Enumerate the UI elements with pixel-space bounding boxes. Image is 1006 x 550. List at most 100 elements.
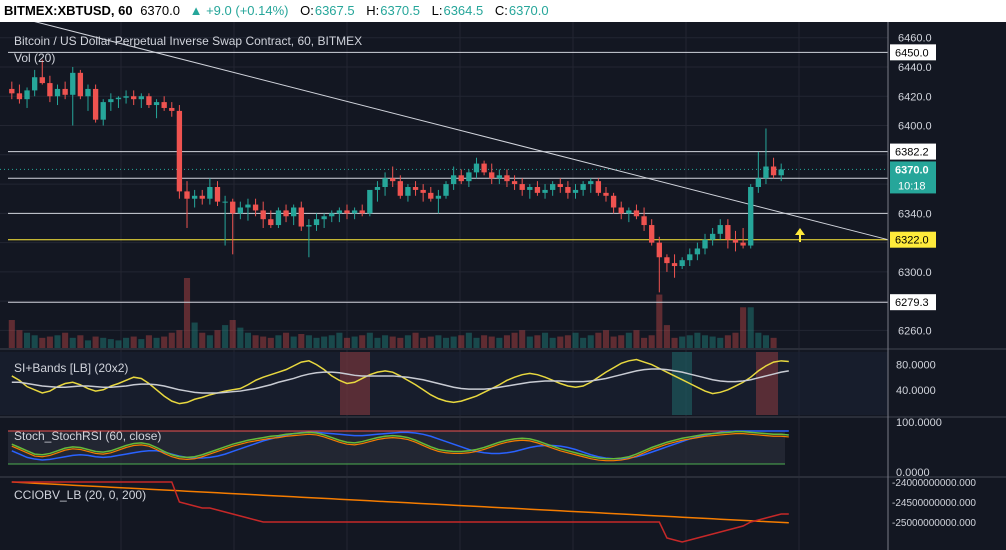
volume-bar bbox=[84, 340, 92, 348]
candle-body bbox=[138, 96, 144, 100]
volume-bar bbox=[602, 330, 610, 348]
volume-bar bbox=[282, 332, 290, 348]
volume-bar bbox=[557, 336, 564, 348]
price-axis[interactable]: 6460.06440.06420.06400.06380.06360.06340… bbox=[887, 22, 976, 550]
volume-bar bbox=[747, 307, 754, 348]
candle-body bbox=[481, 163, 487, 173]
low-value: 6364.5 bbox=[443, 3, 484, 18]
candle-body bbox=[466, 172, 472, 182]
candle-body bbox=[9, 88, 15, 94]
price-tick-label: 6340.0 bbox=[898, 208, 932, 220]
cciobv-tick-label: -24500000000.000 bbox=[892, 498, 976, 509]
level-tag-bg bbox=[890, 294, 936, 311]
candle-body bbox=[610, 195, 617, 208]
volume-bar bbox=[313, 337, 320, 348]
volume-bar bbox=[199, 332, 206, 348]
cciobv-pane[interactable] bbox=[11, 481, 789, 543]
volume-bar bbox=[587, 335, 594, 348]
stoch-orange-line bbox=[11, 433, 789, 462]
volume-bar bbox=[435, 335, 442, 348]
candle-body bbox=[115, 97, 122, 100]
level-tag-label: 6322.0 bbox=[895, 235, 929, 247]
symbol-label[interactable]: BITMEX:XBTUSD, 60 bbox=[4, 3, 133, 18]
volume-bar bbox=[130, 336, 137, 348]
candle-body bbox=[732, 239, 739, 243]
rsi-label: SI+Bands [LB] (20x2) bbox=[14, 361, 128, 375]
volume-bar bbox=[488, 336, 495, 348]
candle-body bbox=[321, 216, 327, 220]
candle-body bbox=[237, 207, 244, 214]
volume-bar bbox=[679, 336, 686, 348]
volume-bar bbox=[39, 337, 46, 348]
candle-body bbox=[290, 207, 297, 217]
chart-canvas[interactable]: 6460.06440.06420.06400.06380.06360.06340… bbox=[0, 22, 1006, 550]
volume-bar bbox=[732, 332, 739, 348]
volume-bar bbox=[321, 336, 328, 348]
rsi-pane[interactable] bbox=[0, 352, 888, 415]
stoch-green-line bbox=[11, 430, 789, 460]
volume-bar bbox=[260, 336, 267, 348]
candle-body bbox=[275, 210, 282, 226]
candle-body bbox=[382, 178, 388, 187]
volume-bar bbox=[519, 330, 526, 348]
volume-bar bbox=[46, 336, 53, 348]
candle-body bbox=[763, 166, 769, 179]
candle-body bbox=[725, 225, 731, 240]
candle-body bbox=[351, 210, 358, 214]
price-tick-label: 6420.0 bbox=[898, 91, 932, 103]
stoch-pane[interactable] bbox=[8, 430, 789, 465]
volume-bar bbox=[648, 335, 655, 348]
candle-body bbox=[572, 189, 579, 193]
volume-bar bbox=[770, 337, 777, 348]
candle-body bbox=[405, 187, 411, 196]
candle-body bbox=[687, 254, 693, 261]
candle-body bbox=[588, 181, 594, 185]
candle-body bbox=[778, 169, 784, 176]
volume-bar bbox=[526, 336, 533, 348]
volume-bar bbox=[397, 337, 404, 348]
change-value: +9.0 (+0.14%) bbox=[206, 3, 289, 18]
candle-body bbox=[519, 184, 525, 190]
up-arrow-icon bbox=[795, 228, 805, 242]
candle-body bbox=[489, 172, 495, 179]
volume-bar bbox=[62, 332, 69, 348]
candle-body bbox=[557, 184, 563, 187]
candle-body bbox=[565, 187, 571, 193]
candle-body bbox=[367, 189, 373, 214]
close-value: 6370.0 bbox=[508, 3, 549, 18]
main-pane[interactable] bbox=[0, 22, 889, 348]
candle-body bbox=[252, 204, 259, 211]
rsi-band-fill bbox=[0, 352, 888, 415]
stoch-tick-label: 0.0000 bbox=[896, 467, 930, 479]
chart-title: Bitcoin / US Dollar Perpetual Inverse Sw… bbox=[14, 34, 362, 48]
volume-bar bbox=[290, 336, 297, 348]
candle-body bbox=[62, 88, 68, 95]
volume-bar bbox=[252, 335, 259, 348]
candle-body bbox=[47, 83, 53, 97]
candle-body bbox=[306, 225, 312, 227]
candle-body bbox=[153, 102, 160, 106]
rsi-overbought-highlight bbox=[340, 352, 370, 415]
volume-bar bbox=[123, 337, 130, 348]
candle-body bbox=[85, 88, 91, 97]
volume-bar bbox=[724, 335, 731, 348]
volume-bar bbox=[138, 339, 145, 348]
volume-bar bbox=[16, 330, 23, 348]
cciobv-tick-label: -24000000000.000 bbox=[892, 478, 976, 489]
candle-body bbox=[230, 201, 236, 214]
level-tag-label: 6382.2 bbox=[895, 147, 929, 159]
volume-bar bbox=[762, 335, 770, 348]
candle-body bbox=[603, 192, 609, 196]
candle-body bbox=[770, 166, 777, 176]
rsi-oversold-highlight bbox=[672, 352, 692, 415]
volume-bar bbox=[382, 335, 389, 348]
volume-bar bbox=[610, 336, 617, 348]
candle-body bbox=[435, 195, 442, 199]
candle-body bbox=[664, 257, 670, 264]
candle-body bbox=[54, 88, 61, 97]
candle-body bbox=[283, 210, 289, 217]
candle-body bbox=[748, 187, 754, 246]
candle-body bbox=[633, 210, 640, 217]
volume-bar bbox=[541, 332, 549, 348]
volume-bar bbox=[206, 335, 213, 348]
